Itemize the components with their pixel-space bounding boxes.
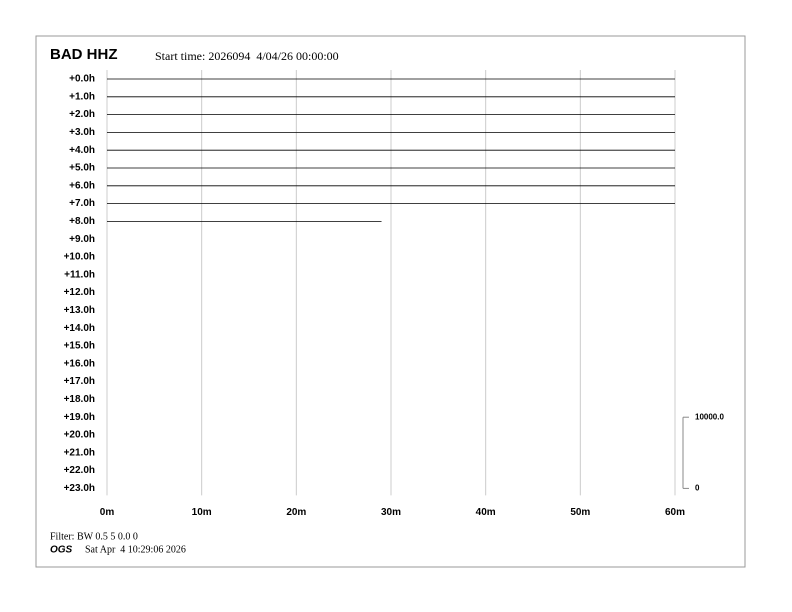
filter: Filter: BW 0.5 5 0.0 0 [50,531,138,542]
row-label: +19.0h [64,412,95,423]
row-label: +12.0h [64,287,95,298]
row-label: +21.0h [64,447,95,458]
row-label: +14.0h [64,323,95,334]
x-tick-label: 0m [100,507,115,518]
row-label: +2.0h [69,109,95,120]
row-label: +5.0h [69,163,95,174]
row-label: +20.0h [64,430,95,441]
x-tick-label: 50m [570,507,590,518]
scale-label: 0 [695,484,700,493]
x-tick-label: 10m [192,507,212,518]
frame [35,35,746,568]
row-label: +23.0h [64,483,95,494]
agency: OGS [50,545,73,556]
row-label: +4.0h [69,145,95,156]
scale-label: 10000.0 [695,412,724,421]
row-label: +16.0h [64,358,95,369]
row-label: +22.0h [64,465,95,476]
row-label: +11.0h [64,269,95,280]
row-label: +1.0h [69,91,95,102]
timestamp: Sat Apr 4 10:29:06 2026 [85,544,186,555]
x-tick-label: 20m [286,507,306,518]
row-label: +13.0h [64,305,95,316]
x-tick-label: 60m [665,507,685,518]
row-label: +9.0h [69,234,95,245]
row-label: +8.0h [69,216,95,227]
row-label: +6.0h [69,180,95,191]
row-label: +3.0h [69,127,95,138]
row-label: +17.0h [64,376,95,387]
chart-title: BAD HHZ [50,46,118,63]
subtitle: Start time: 2026094 4/04/26 00:00:00 [155,49,339,63]
row-label: +0.0h [69,74,95,85]
row-label: +7.0h [69,198,95,209]
row-label: +10.0h [64,252,95,263]
row-label: +15.0h [64,341,95,352]
x-tick-label: 30m [381,507,401,518]
row-label: +18.0h [64,394,95,405]
x-tick-label: 40m [476,507,496,518]
